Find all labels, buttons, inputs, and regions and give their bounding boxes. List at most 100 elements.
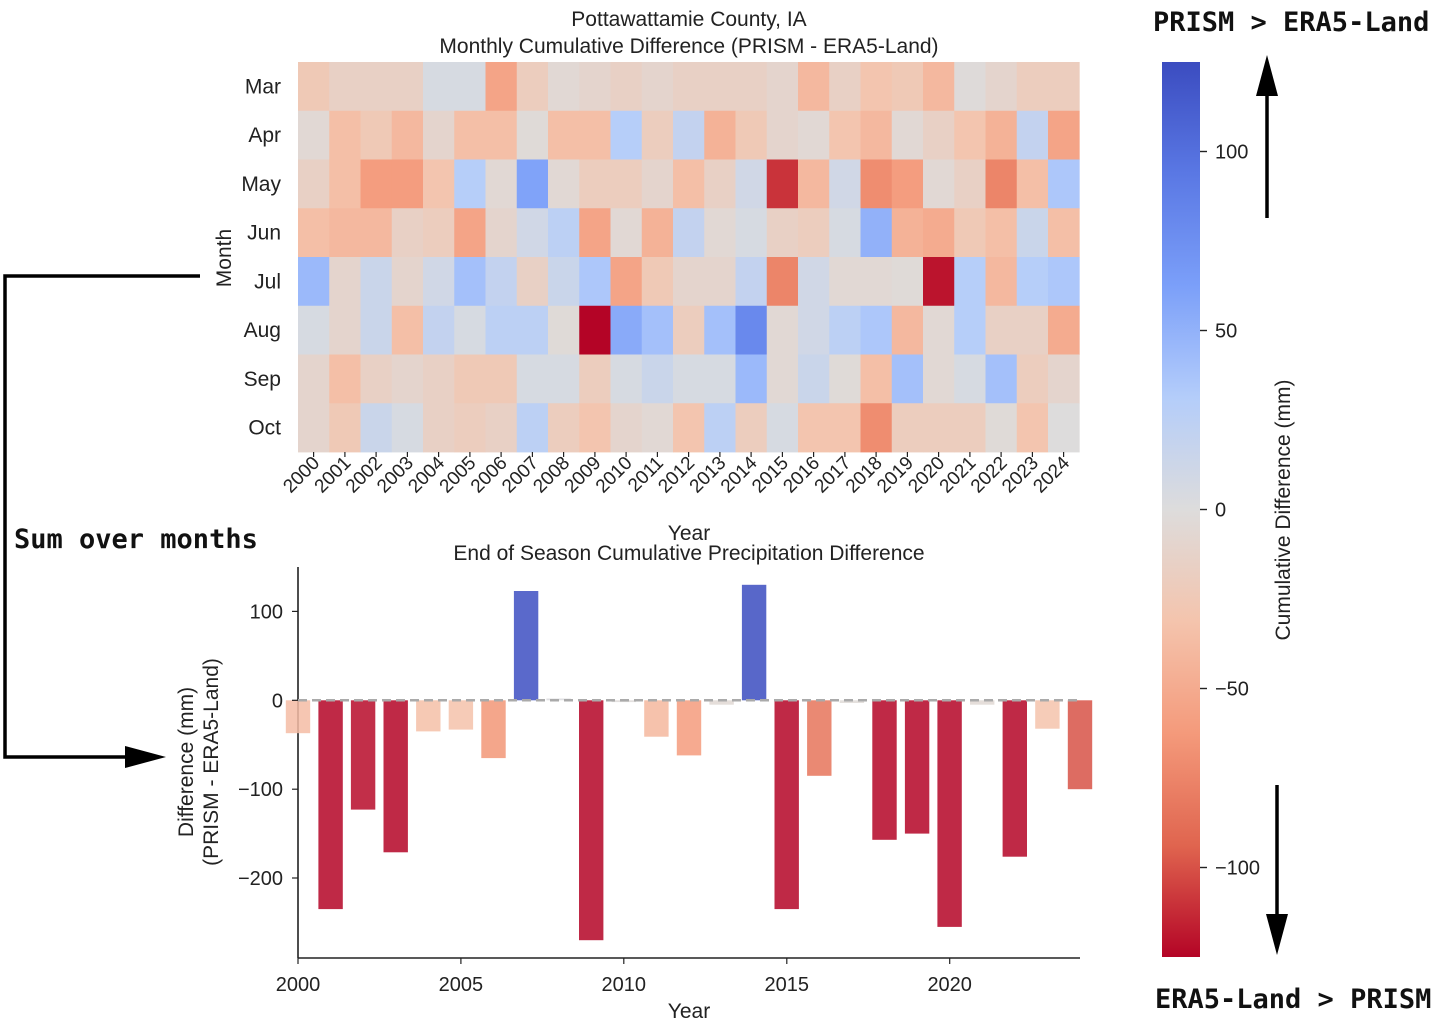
heatmap-cell-sep-2024 bbox=[1048, 354, 1080, 404]
heatmap-cell-jun-2024 bbox=[1048, 208, 1080, 258]
heatmap-cell-jun-2015 bbox=[766, 208, 799, 258]
heatmap-cell-sep-2018 bbox=[860, 354, 893, 404]
sum-connector-arrow-icon bbox=[125, 746, 166, 768]
bar-2024 bbox=[1067, 700, 1093, 790]
heatmap-cell-jul-2019 bbox=[891, 257, 924, 307]
heatmap-cell-may-2000 bbox=[298, 159, 330, 209]
heatmap-cell-may-2021 bbox=[954, 159, 986, 209]
heatmap-cell-sep-2008 bbox=[548, 354, 580, 404]
heatmap-cell-oct-2023 bbox=[1016, 403, 1049, 453]
heatmap-cell-oct-2019 bbox=[891, 403, 924, 453]
heatmap-cell-apr-2001 bbox=[329, 110, 361, 160]
heatmap-cell-sep-2017 bbox=[829, 354, 861, 404]
heatmap-cell-apr-2005 bbox=[454, 110, 486, 160]
month-label-oct: Oct bbox=[248, 417, 281, 440]
heatmap-cell-apr-2019 bbox=[891, 110, 924, 160]
heatmap-cell-apr-2023 bbox=[1016, 110, 1049, 160]
month-label-sep: Sep bbox=[244, 368, 281, 391]
heatmap-cell-aug-2017 bbox=[829, 305, 861, 355]
heatmap-cell-apr-2009 bbox=[579, 110, 611, 160]
bar-2021 bbox=[970, 700, 995, 705]
heatmap-cell-jun-2002 bbox=[360, 208, 393, 258]
heatmap-cell-sep-2015 bbox=[766, 354, 799, 404]
heatmap-cell-jul-2014 bbox=[735, 257, 768, 307]
bar-2002 bbox=[350, 700, 376, 810]
heatmap-cell-jun-2022 bbox=[985, 208, 1018, 258]
heatmap-cell-sep-2019 bbox=[891, 354, 924, 404]
heatmap-cell-jun-2017 bbox=[829, 208, 861, 258]
heatmap-cell-mar-2013 bbox=[704, 62, 736, 112]
heatmap-cell-may-2022 bbox=[985, 159, 1018, 209]
heatmap-cell-apr-2022 bbox=[985, 110, 1018, 160]
heatmap-cell-aug-2005 bbox=[454, 305, 486, 355]
heatmap-cell-jul-2022 bbox=[985, 257, 1018, 307]
heatmap-cell-sep-2005 bbox=[454, 354, 486, 404]
bar-2019 bbox=[904, 700, 930, 834]
heatmap-cell-jul-2010 bbox=[610, 257, 643, 307]
heatmap-cell-jun-2001 bbox=[329, 208, 361, 258]
annotation-era5-greater: ERA5-Land > PRISM bbox=[1155, 984, 1431, 1015]
heatmap-cell-mar-2019 bbox=[891, 62, 924, 112]
heatmap-cell-mar-2015 bbox=[766, 62, 799, 112]
heatmap-cell-jun-2005 bbox=[454, 208, 486, 258]
annotation-sum-over-months: Sum over months bbox=[14, 524, 258, 555]
bar-2003 bbox=[383, 700, 408, 853]
bar-y-tick-label: −100 bbox=[238, 779, 283, 801]
heatmap-cell-apr-2014 bbox=[735, 110, 768, 160]
heatmap-cell-oct-2003 bbox=[391, 403, 424, 453]
heatmap-cell-may-2016 bbox=[798, 159, 830, 209]
heatmap-cell-jun-2020 bbox=[923, 208, 955, 258]
heatmap-cell-aug-2021 bbox=[954, 305, 986, 355]
heatmap-cell-sep-2010 bbox=[610, 354, 643, 404]
heatmap-cell-sep-2012 bbox=[673, 354, 705, 404]
bar-chart-title: End of Season Cumulative Precipitation D… bbox=[453, 542, 924, 565]
heatmap-cell-sep-2020 bbox=[923, 354, 955, 404]
heatmap-cell-oct-2002 bbox=[360, 403, 393, 453]
heatmap-cell-mar-2024 bbox=[1048, 62, 1080, 112]
heatmap-cell-apr-2016 bbox=[798, 110, 830, 160]
heatmap-cell-aug-2016 bbox=[798, 305, 830, 355]
heatmap-cell-aug-2003 bbox=[391, 305, 424, 355]
heatmap-title: Pottawattamie County, IA bbox=[571, 8, 806, 31]
bar-2009 bbox=[579, 700, 604, 941]
heatmap-cell-oct-2010 bbox=[610, 403, 643, 453]
bar-y-axis-label: Difference (mm) bbox=[175, 687, 198, 837]
heatmap-cell-may-2012 bbox=[673, 159, 705, 209]
bar-2017 bbox=[839, 700, 865, 703]
heatmap-cell-may-2006 bbox=[485, 159, 518, 209]
bar-2022 bbox=[1002, 700, 1027, 857]
heatmap-cell-mar-2020 bbox=[923, 62, 955, 112]
heatmap-y-axis-label: Month bbox=[213, 229, 236, 287]
heatmap-cell-mar-2006 bbox=[485, 62, 518, 112]
heatmap-cell-jun-2000 bbox=[298, 208, 330, 258]
heatmap-cell-mar-2003 bbox=[391, 62, 424, 112]
heatmap-cell-oct-2022 bbox=[985, 403, 1018, 453]
bar-2012 bbox=[676, 700, 702, 756]
heatmap-cell-jul-2017 bbox=[829, 257, 861, 307]
bar-2013 bbox=[709, 700, 734, 705]
heatmap-cell-jul-2008 bbox=[548, 257, 580, 307]
bar-x-tick-label-2020: 2020 bbox=[927, 974, 972, 996]
heatmap-cell-jun-2019 bbox=[891, 208, 924, 258]
heatmap-cell-apr-2020 bbox=[923, 110, 955, 160]
heatmap-cell-oct-2014 bbox=[735, 403, 768, 453]
heatmap-cell-may-2007 bbox=[516, 159, 549, 209]
bar-2007 bbox=[513, 591, 539, 701]
end-of-season-bar-chart: End of Season Cumulative Precipitation D… bbox=[175, 542, 1093, 1023]
heatmap-cell-jul-2007 bbox=[516, 257, 549, 307]
heatmap-cell-jun-2003 bbox=[391, 208, 424, 258]
heatmap-cell-jun-2021 bbox=[954, 208, 986, 258]
heatmap-cell-mar-2002 bbox=[360, 62, 393, 112]
colorbar-ticks: 100 50 0 −50 −100 bbox=[1200, 142, 1260, 880]
heatmap-cell-mar-2008 bbox=[548, 62, 580, 112]
month-label-apr: Apr bbox=[248, 124, 281, 147]
bar-series bbox=[285, 584, 1093, 941]
heatmap-cell-may-2009 bbox=[579, 159, 611, 209]
heatmap-cell-aug-2007 bbox=[516, 305, 549, 355]
bar-2023 bbox=[1035, 700, 1060, 729]
heatmap-cell-oct-2013 bbox=[704, 403, 736, 453]
heatmap-cell-apr-2012 bbox=[673, 110, 705, 160]
heatmap-cell-mar-2000 bbox=[298, 62, 330, 112]
bar-2014 bbox=[741, 584, 767, 701]
year-label-2024: 2024 bbox=[1029, 452, 1074, 497]
